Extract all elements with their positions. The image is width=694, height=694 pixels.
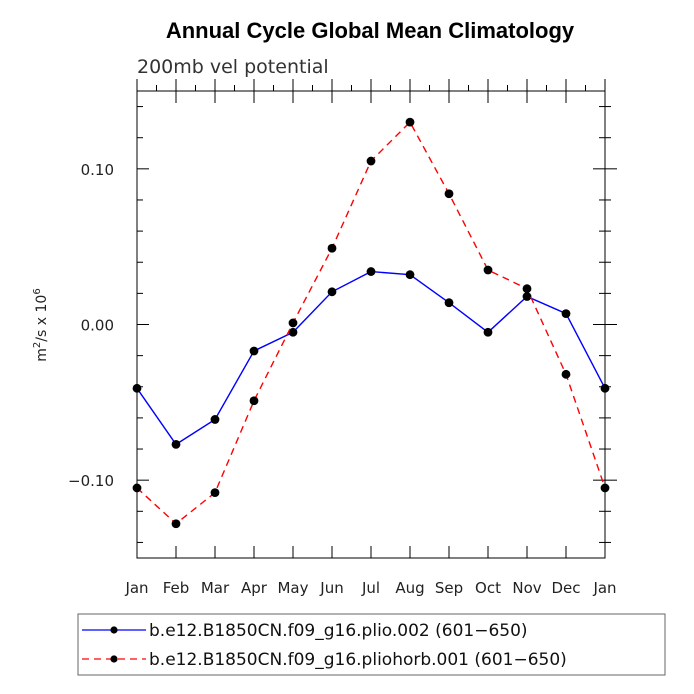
x-tick-label: May (277, 579, 308, 597)
data-point (327, 243, 337, 253)
y-axis-label-base: m (34, 348, 50, 362)
data-point (327, 287, 337, 297)
x-tick-label: Apr (241, 579, 268, 597)
y-axis-label: m2/s x 106 (32, 288, 50, 361)
data-point (522, 284, 532, 294)
data-point (210, 415, 220, 424)
data-point (405, 270, 415, 280)
data-point (444, 298, 454, 308)
x-tick-label: Jan (592, 579, 616, 597)
legend: b.e12.B1850CN.f09_g16.plio.002 (601−650)… (77, 613, 666, 676)
x-tick-label: Mar (201, 579, 230, 597)
legend-box (77, 613, 666, 676)
y-axis-label-sup2: 6 (32, 288, 43, 294)
data-point (288, 318, 298, 328)
x-tick-label: Sep (435, 579, 463, 597)
data-point (366, 156, 376, 166)
x-tick-label: Feb (163, 579, 190, 597)
data-point (522, 292, 532, 301)
x-tick-label: Aug (395, 579, 424, 597)
data-point (171, 439, 181, 449)
data-point (210, 488, 220, 498)
data-point (444, 189, 454, 199)
y-axis-label-sup1: 2 (32, 342, 43, 348)
data-point (483, 265, 493, 275)
chart-title: Annual Cycle Global Mean Climatology (166, 18, 575, 43)
x-tick-label: Jan (124, 579, 148, 597)
data-point (171, 519, 181, 529)
series-line-pliohorb (136, 120, 606, 525)
legend-marker-plio (110, 626, 118, 634)
x-tick-label: Jun (319, 579, 343, 597)
series-layer (132, 117, 610, 529)
data-point (366, 267, 376, 276)
x-tick-label: Dec (551, 579, 580, 597)
data-point (249, 396, 259, 406)
data-point (483, 327, 493, 337)
data-point (561, 309, 571, 319)
x-tick-labels: Jan Feb Mar Apr May Jun Jul Aug Sep Oct Nov Dec Jan (124, 579, 616, 597)
x-tick-label: Jul (361, 579, 380, 597)
x-tick-label: Nov (512, 579, 541, 597)
data-point (288, 327, 298, 337)
legend-label-pliohorb: b.e12.B1850CN.f09_g16.pliohorb.001 (601−… (149, 650, 567, 670)
axis-ticks (136, 79, 617, 558)
x-tick-label: Oct (475, 579, 501, 597)
y-tick-labels: −0.10 0.00 0.10 (68, 161, 114, 490)
legend-label-plio: b.e12.B1850CN.f09_g16.plio.002 (601−650) (149, 621, 528, 641)
data-point (405, 117, 415, 127)
data-point (561, 369, 571, 379)
y-tick-label: 0.10 (81, 161, 114, 179)
data-point (249, 346, 259, 356)
y-tick-label: 0.00 (81, 317, 114, 335)
svg-text:m2/s x 106: m2/s x 106 (32, 288, 50, 361)
series-line-plio (136, 270, 606, 446)
plot-frame (136, 90, 606, 559)
y-axis-label-mid: /s x 10 (34, 295, 50, 342)
legend-marker-pliohorb (110, 655, 118, 663)
y-tick-label: −0.10 (68, 472, 114, 490)
chart-subtitle: 200mb vel potential (137, 56, 329, 78)
